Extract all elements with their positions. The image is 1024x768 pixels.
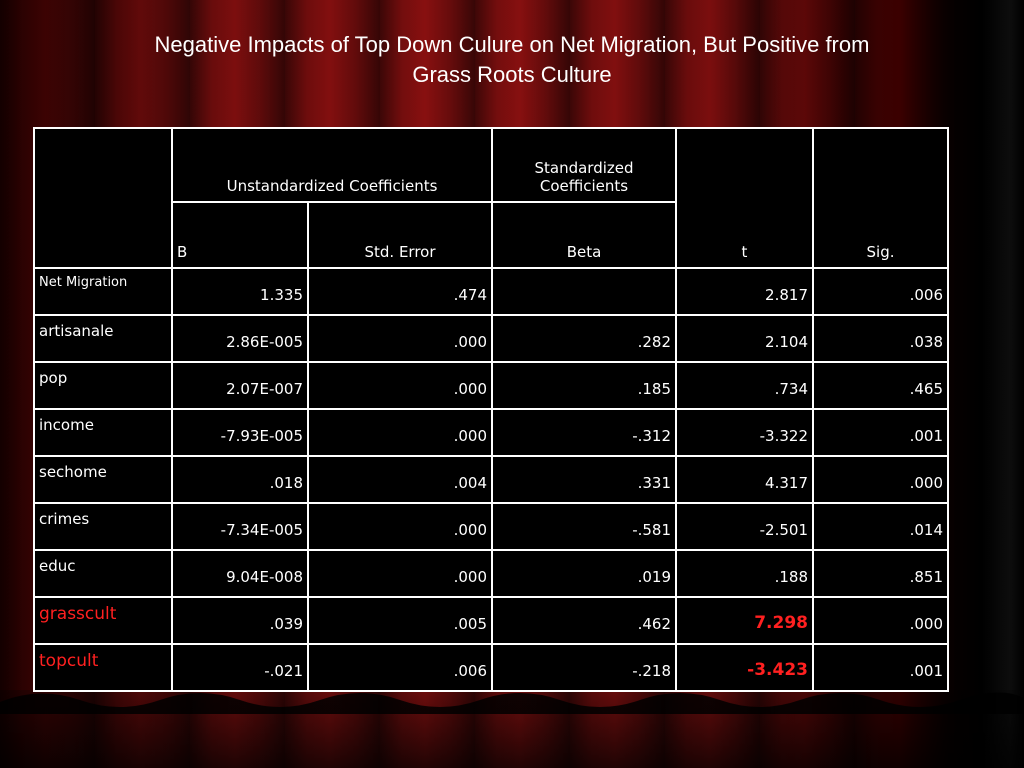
cell-sig: .001 — [812, 643, 949, 692]
cell-t: -3.322 — [675, 408, 814, 457]
cell-b: 1.335 — [171, 267, 309, 316]
table-row: pop 2.07E-007 .000 .185 .734 .465 — [33, 361, 949, 410]
cell-std-error: .000 — [307, 502, 493, 551]
cell-std-error: .004 — [307, 455, 493, 504]
slide-title: Negative Impacts of Top Down Culure on N… — [60, 30, 964, 90]
cell-beta: -.581 — [491, 502, 677, 551]
cell-t-highlight: 7.298 — [675, 596, 814, 645]
table-row: artisanale 2.86E-005 .000 .282 2.104 .03… — [33, 314, 949, 363]
cell-beta: .282 — [491, 314, 677, 363]
cell-b: 2.86E-005 — [171, 314, 309, 363]
header-t: t — [675, 127, 814, 269]
curtain-right-panel — [954, 0, 1024, 768]
cell-sig: .000 — [812, 596, 949, 645]
header-corner-cell — [33, 127, 173, 269]
cell-b: 2.07E-007 — [171, 361, 309, 410]
cell-b: -7.34E-005 — [171, 502, 309, 551]
table-row: educ 9.04E-008 .000 .019 .188 .851 — [33, 549, 949, 598]
coefficients-table: Unstandardized Coefficients Standardized… — [33, 127, 949, 692]
header-standardized-line-1: Standardized — [534, 159, 634, 177]
table-row: Net Migration 1.335 .474 2.817 .006 — [33, 267, 949, 316]
cell-beta: .019 — [491, 549, 677, 598]
cell-b: -7.93E-005 — [171, 408, 309, 457]
cell-t: 4.317 — [675, 455, 814, 504]
row-label: artisanale — [33, 314, 173, 363]
cell-t: 2.104 — [675, 314, 814, 363]
cell-std-error: .000 — [307, 361, 493, 410]
title-line-1: Negative Impacts of Top Down Culure on N… — [154, 32, 870, 57]
table-row: grasscult .039 .005 .462 7.298 .000 — [33, 596, 949, 645]
cell-std-error: .005 — [307, 596, 493, 645]
cell-b: 9.04E-008 — [171, 549, 309, 598]
table-row: crimes -7.34E-005 .000 -.581 -2.501 .014 — [33, 502, 949, 551]
header-sig: Sig. — [812, 127, 949, 269]
row-label: income — [33, 408, 173, 457]
cell-sig: .014 — [812, 502, 949, 551]
header-standardized-line-2: Coefficients — [539, 177, 629, 195]
row-label-grasscult: grasscult — [33, 596, 173, 645]
row-label-topcult: topcult — [33, 643, 173, 692]
header-row-2: B Std. Error Beta — [34, 201, 948, 269]
cell-beta: .185 — [491, 361, 677, 410]
cell-beta: -.312 — [491, 408, 677, 457]
cell-t-highlight: -3.423 — [675, 643, 814, 692]
cell-b: -.021 — [171, 643, 309, 692]
row-label: Net Migration — [33, 267, 173, 316]
row-label: educ — [33, 549, 173, 598]
cell-b: .039 — [171, 596, 309, 645]
cell-beta: .331 — [491, 455, 677, 504]
cell-std-error: .000 — [307, 314, 493, 363]
cell-b: .018 — [171, 455, 309, 504]
header-b: B — [171, 201, 309, 269]
table-row: income -7.93E-005 .000 -.312 -3.322 .001 — [33, 408, 949, 457]
cell-beta: .462 — [491, 596, 677, 645]
header-row-1: Unstandardized Coefficients Standardized… — [33, 127, 949, 269]
header-unstandardized: Unstandardized Coefficients — [171, 127, 493, 203]
cell-t: 2.817 — [675, 267, 814, 316]
cell-std-error: .006 — [307, 643, 493, 692]
header-standardized: Standardized Coefficients — [491, 127, 677, 203]
row-label: pop — [33, 361, 173, 410]
table-row: sechome .018 .004 .331 4.317 .000 — [33, 455, 949, 504]
cell-sig: .000 — [812, 455, 949, 504]
cell-std-error: .000 — [307, 408, 493, 457]
table-row: topcult -.021 .006 -.218 -3.423 .001 — [33, 643, 949, 692]
row-label: crimes — [33, 502, 173, 551]
cell-sig: .465 — [812, 361, 949, 410]
cell-sig: .038 — [812, 314, 949, 363]
cell-std-error: .000 — [307, 549, 493, 598]
cell-beta — [491, 267, 677, 316]
cell-beta: -.218 — [491, 643, 677, 692]
cell-sig: .001 — [812, 408, 949, 457]
cell-t: .188 — [675, 549, 814, 598]
cell-sig: .006 — [812, 267, 949, 316]
cell-t: -2.501 — [675, 502, 814, 551]
curtain-bottom-shadow — [0, 690, 1024, 768]
title-line-2: Grass Roots Culture — [412, 62, 612, 87]
header-std-error: Std. Error — [307, 201, 493, 269]
cell-t: .734 — [675, 361, 814, 410]
header-beta: Beta — [491, 201, 677, 269]
cell-std-error: .474 — [307, 267, 493, 316]
row-label: sechome — [33, 455, 173, 504]
cell-sig: .851 — [812, 549, 949, 598]
